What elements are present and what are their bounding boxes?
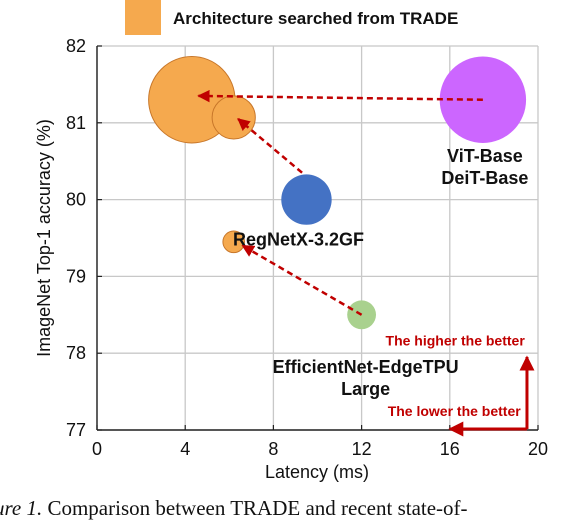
point-label-line: DeiT-Base xyxy=(441,168,528,188)
searched-point xyxy=(211,95,256,140)
y-tick-label: 81 xyxy=(66,113,86,133)
point-label: RegNetX-3.2GF xyxy=(233,230,364,250)
point-label-line: ViT-Base xyxy=(447,146,523,166)
legend-label: Architecture searched from TRADE xyxy=(173,9,458,28)
y-axis-title: ImageNet Top-1 accuracy (%) xyxy=(34,119,54,357)
improvement-arrow xyxy=(197,89,483,103)
point-label-line: EfficientNet-EdgeTPU xyxy=(273,357,459,377)
y-tick-label: 78 xyxy=(66,343,86,363)
y-tick-label: 77 xyxy=(66,420,86,440)
figure-caption: ure 1. Comparison between TRADE and rece… xyxy=(0,496,578,521)
y-tick-label: 82 xyxy=(66,36,86,56)
point-label: ViT-Base DeiT-Base xyxy=(441,146,528,188)
tick-labels: 0 4 8 12 16 20 77 78 79 80 81 82 xyxy=(66,36,548,459)
x-tick-label: 16 xyxy=(440,439,460,459)
point-label-line: Large xyxy=(341,379,390,399)
lower-better-label: The lower the better xyxy=(388,403,522,419)
point-labels: RegNetX-3.2GF EfficientNet-EdgeTPU Large Vi… xyxy=(233,146,528,399)
x-tick-label: 12 xyxy=(352,439,372,459)
x-tick-label: 8 xyxy=(268,439,278,459)
caption-prefix: ure 1. xyxy=(0,496,43,520)
x-axis-title: Latency (ms) xyxy=(265,462,369,482)
x-tick-label: 0 xyxy=(92,439,102,459)
point-label: EfficientNet-EdgeTPU Large xyxy=(273,357,459,399)
x-tick-label: 4 xyxy=(180,439,190,459)
y-tick-label: 79 xyxy=(66,266,86,286)
better-annotation: The higher the better The lower the bette… xyxy=(386,332,535,437)
improvement-arrow xyxy=(237,118,303,174)
higher-better-label: The higher the better xyxy=(386,332,526,348)
legend-swatch xyxy=(125,0,161,35)
caption-text: Comparison between TRADE and recent stat… xyxy=(42,496,468,520)
searched-point xyxy=(222,230,246,254)
improvement-arrow xyxy=(241,244,363,316)
y-tick-label: 80 xyxy=(66,190,86,210)
x-tick-label: 20 xyxy=(528,439,548,459)
baseline-point xyxy=(281,174,332,225)
baseline-point xyxy=(439,56,527,143)
point-label-line: RegNetX-3.2GF xyxy=(233,230,364,250)
